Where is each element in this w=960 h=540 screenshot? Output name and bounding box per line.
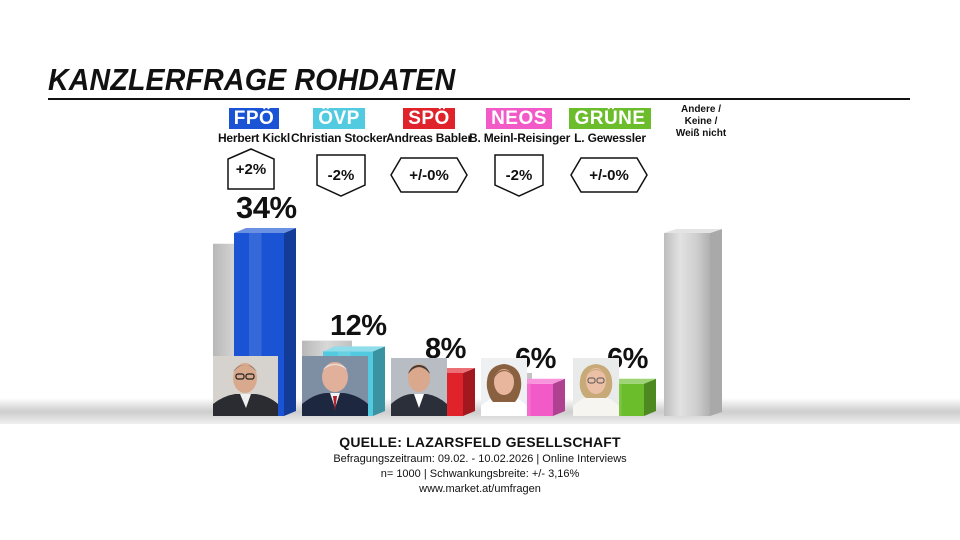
arrow-up-shape (227, 148, 275, 190)
party-badge-neos: NEOS (486, 108, 552, 129)
source-survey-period: Befragungszeitraum: 09.02. - 10.02.2026 … (333, 453, 627, 465)
bar-other-front (664, 233, 710, 416)
candidate-photo-gewessler (573, 358, 619, 416)
source-sample-size: n= 1000 | Schwankungsbreite: +/- 3,16% (380, 468, 580, 480)
party-header-fpoe: FPÖ Herbert Kickl (204, 108, 304, 145)
candidate-photo-meinl-reisinger (481, 358, 527, 416)
change-value-spoe: +/-0% (409, 166, 449, 184)
change-indicator-spoe: +/-0% (389, 156, 469, 194)
party-badge-oevp: ÖVP (313, 108, 365, 129)
bar-other-side (710, 229, 722, 416)
party-header-oevp: ÖVP Christian Stocker (289, 108, 389, 145)
candidate-name-spoe: Andreas Babler (386, 131, 472, 145)
source-url[interactable]: www.market.at/umfragen (419, 483, 541, 495)
change-value-neos: -2% (505, 166, 533, 184)
other-category-label: Andere / Keine / Weiß nicht (666, 104, 736, 140)
floor-shadow (0, 398, 960, 424)
title-rule (48, 98, 910, 100)
bar-neos-side (553, 378, 565, 416)
page-title: KANZLERFRAGE ROHDATEN (48, 62, 456, 97)
candidate-name-oevp: Christian Stocker (291, 131, 387, 145)
arrow-down-shape (494, 154, 544, 197)
party-badge-gruene: GRÜNE (569, 108, 651, 129)
other-label-line3: Weiß nicht (675, 128, 727, 139)
candidate-name-fpoe: Herbert Kickl (217, 131, 291, 145)
change-value-fpoe: +2% (235, 160, 267, 178)
bar-oevp-side (373, 346, 385, 416)
other-label-line1: Andere / (680, 104, 721, 115)
bar-fpoe-top (234, 228, 296, 233)
candidate-photo-stocker (302, 356, 368, 416)
party-badge-fpoe: FPÖ (228, 108, 280, 129)
party-header-gruene: GRÜNE L. Gewessler (560, 108, 660, 145)
candidate-photo-babler (391, 358, 447, 416)
bar-fpoe-side (284, 228, 296, 416)
change-indicator-neos: -2% (493, 153, 545, 197)
value-label-oevp: 12% (330, 310, 387, 342)
candidate-photo-kickl (213, 356, 278, 416)
arrow-neutral-shape (390, 157, 468, 193)
change-value-gruene: +/-0% (589, 166, 629, 184)
other-label-line2: Keine / (684, 116, 718, 127)
source-title: QUELLE: LAZARSFELD GESELLSCHAFT (339, 434, 621, 450)
party-header-neos: NEOS B. Meinl-Reisinger (469, 108, 571, 145)
party-header-spoe: SPÖ Andreas Babler (379, 108, 479, 145)
source-block: QUELLE: LAZARSFELD GESELLSCHAFT Befragun… (0, 434, 960, 497)
change-indicator-oevp: -2% (315, 153, 367, 197)
bar-spoe-side (463, 367, 475, 416)
party-badge-spoe: SPÖ (403, 108, 455, 129)
bar-gruene-side (644, 378, 656, 416)
value-label-fpoe: 34% (236, 190, 297, 225)
change-indicator-fpoe: +2% (226, 148, 276, 190)
change-indicator-gruene: +/-0% (569, 156, 649, 194)
candidate-name-gruene: L. Gewessler (574, 131, 646, 145)
bar-oevp-top (323, 346, 385, 352)
arrow-neutral-shape (570, 157, 648, 193)
change-value-oevp: -2% (327, 166, 355, 184)
arrow-down-shape (316, 154, 366, 197)
bar-other-top (664, 229, 722, 233)
candidate-name-neos: B. Meinl-Reisinger (469, 131, 571, 145)
